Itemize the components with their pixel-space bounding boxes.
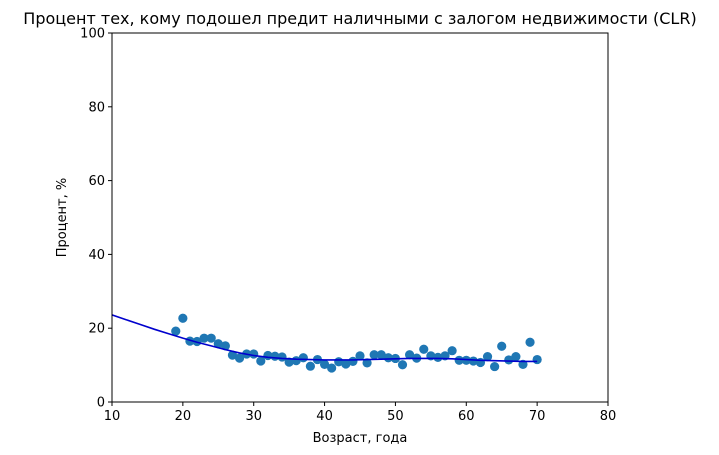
data-point xyxy=(227,350,238,360)
data-point xyxy=(454,355,464,365)
data-point xyxy=(256,356,266,366)
y-tick-label: 0 xyxy=(97,396,105,411)
chart-title: Процент тех, кому подошел предит наличны… xyxy=(23,9,696,28)
x-tick-label: 60 xyxy=(458,409,475,424)
y-tick-label: 80 xyxy=(88,100,105,115)
data-point xyxy=(298,353,308,363)
data-point xyxy=(249,349,259,359)
y-axis-label: Процент, % xyxy=(55,178,70,258)
data-point xyxy=(369,350,379,360)
plot-frame xyxy=(111,32,609,403)
data-point xyxy=(383,353,393,363)
data-point xyxy=(213,339,223,349)
data-point xyxy=(482,352,493,362)
x-axis-label: Возраст, года xyxy=(313,431,408,446)
data-point xyxy=(305,361,315,371)
data-point xyxy=(341,359,351,369)
data-point xyxy=(511,352,521,362)
data-point xyxy=(475,357,486,368)
trend-line xyxy=(112,314,538,363)
data-point xyxy=(504,355,514,365)
data-point xyxy=(355,351,365,361)
x-tick-label: 50 xyxy=(387,409,404,424)
data-point xyxy=(178,313,188,323)
data-point xyxy=(532,354,542,365)
data-point xyxy=(199,333,209,343)
y-tick-label: 100 xyxy=(80,27,105,42)
data-point xyxy=(419,344,429,354)
data-point xyxy=(397,360,408,370)
x-axis: 10 20 30 40 50 60 70 80 xyxy=(104,402,617,424)
data-point xyxy=(362,358,372,368)
data-point xyxy=(405,350,415,360)
x-tick-label: 20 xyxy=(175,409,192,424)
data-point xyxy=(468,356,478,366)
data-point xyxy=(234,353,245,363)
data-point xyxy=(376,350,386,360)
data-point xyxy=(284,357,294,367)
x-tick-label: 10 xyxy=(104,409,121,424)
data-point xyxy=(319,359,330,369)
x-tick-label: 70 xyxy=(529,409,546,424)
data-point xyxy=(497,341,507,351)
data-point xyxy=(525,337,535,347)
x-tick-label: 80 xyxy=(600,409,617,424)
x-tick-label: 40 xyxy=(316,409,333,424)
y-tick-label: 20 xyxy=(88,322,105,337)
x-tick-label: 30 xyxy=(245,409,262,424)
y-axis: 0 20 40 60 80 100 xyxy=(80,27,112,411)
data-point xyxy=(490,361,500,372)
data-point xyxy=(433,352,443,362)
y-tick-label: 40 xyxy=(88,248,105,263)
y-tick-label: 60 xyxy=(88,174,105,189)
data-point xyxy=(171,326,181,336)
data-point xyxy=(327,363,337,373)
data-point xyxy=(206,333,216,343)
plot-area xyxy=(112,313,542,373)
data-point xyxy=(447,346,457,356)
